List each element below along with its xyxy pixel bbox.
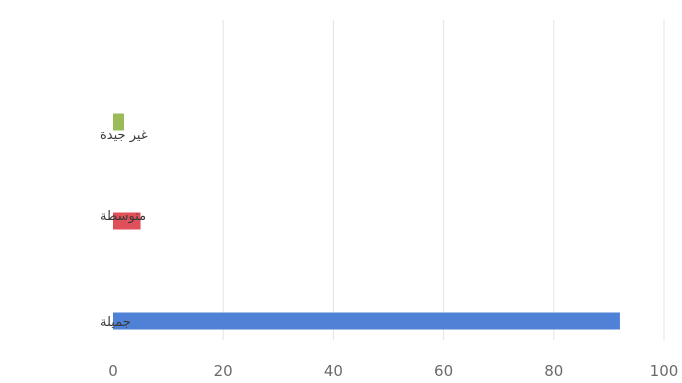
bar-3 (113, 312, 620, 330)
category-label: متوسطة (100, 209, 146, 224)
x-tick-label: 20 (214, 362, 233, 380)
x-tick-label: 100 (650, 362, 679, 380)
x-axis-ticks: 0 20 40 60 80 100 (108, 362, 678, 380)
x-tick-label: 0 (108, 362, 118, 380)
bar-2 (113, 212, 141, 230)
x-tick-label: 40 (324, 362, 343, 380)
x-tick-label: 80 (544, 362, 563, 380)
category-labels: غير جيدة متوسطة جميلة (100, 128, 148, 330)
category-label: جميلة (100, 315, 131, 330)
bar-1 (113, 113, 125, 131)
gridlines (222, 20, 665, 340)
x-tick-label: 60 (434, 362, 453, 380)
bars-group (113, 113, 620, 330)
category-label: غير جيدة (100, 128, 148, 143)
